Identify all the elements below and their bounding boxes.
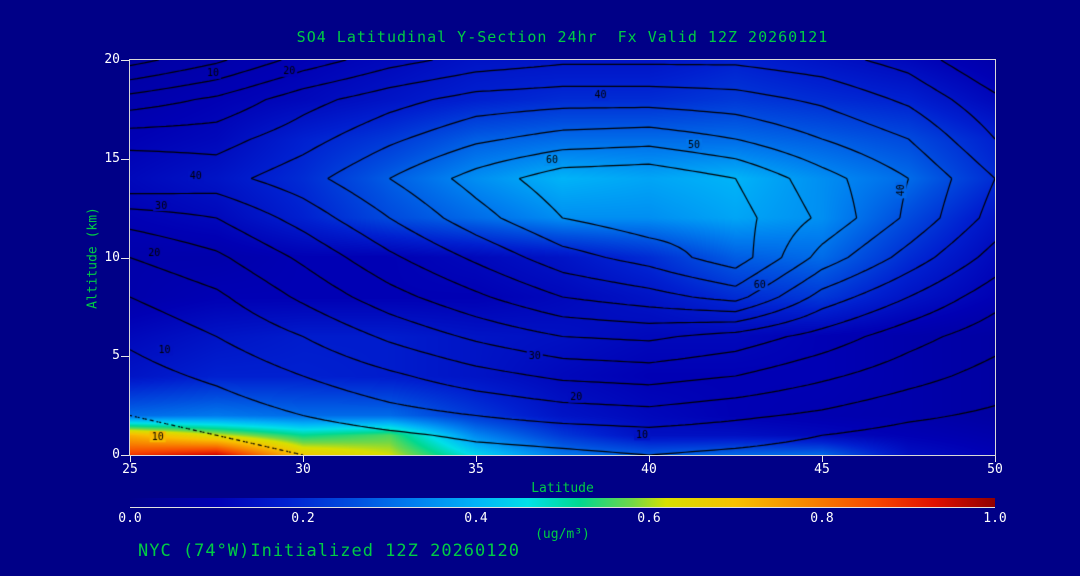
x-tick-mark <box>130 456 131 462</box>
x-tick-mark <box>303 456 304 462</box>
x-axis-label: Latitude <box>531 481 594 496</box>
colorbar-tick-label: 0.2 <box>291 511 315 526</box>
colorbar-tick-label: 0.0 <box>118 511 142 526</box>
x-tick-mark <box>476 456 477 462</box>
y-tick-mark <box>121 60 129 61</box>
colorbar-tick-label: 1.0 <box>983 511 1007 526</box>
x-tick-mark <box>822 456 823 462</box>
x-tick-mark <box>649 456 650 462</box>
x-tick-label: 25 <box>122 462 138 477</box>
y-tick-label: 10 <box>104 249 120 265</box>
colorbar-tick-label: 0.4 <box>464 511 488 526</box>
x-tick-label: 45 <box>814 462 830 477</box>
colorbar-gradient <box>130 498 995 508</box>
x-tick-mark <box>995 456 996 462</box>
y-tick-label: 20 <box>104 52 120 67</box>
colorbar-unit-label: (ug/m³) <box>535 527 590 542</box>
x-tick-label: 40 <box>641 462 657 477</box>
colorbar-tick-label: 0.8 <box>810 511 834 526</box>
x-tick-label: 30 <box>295 462 311 477</box>
chart-title: SO4 Latitudinal Y-Section 24hr Fx Valid … <box>296 28 829 46</box>
y-tick-label: 0 <box>112 447 120 462</box>
y-tick-mark <box>121 257 129 259</box>
y-tick-label: 5 <box>112 348 120 364</box>
y-tick-mark <box>121 158 129 160</box>
x-tick-label: 50 <box>987 462 1003 477</box>
run-info-text: NYC (74°W)Initialized 12Z 20260120 <box>138 541 520 561</box>
x-tick-label: 35 <box>468 462 484 477</box>
colorbar-tick-label: 0.6 <box>637 511 661 526</box>
y-tick-mark <box>121 356 129 358</box>
y-tick-mark <box>121 455 129 456</box>
y-tick-label: 15 <box>104 150 120 166</box>
cross-section-plot-canvas <box>129 59 996 456</box>
